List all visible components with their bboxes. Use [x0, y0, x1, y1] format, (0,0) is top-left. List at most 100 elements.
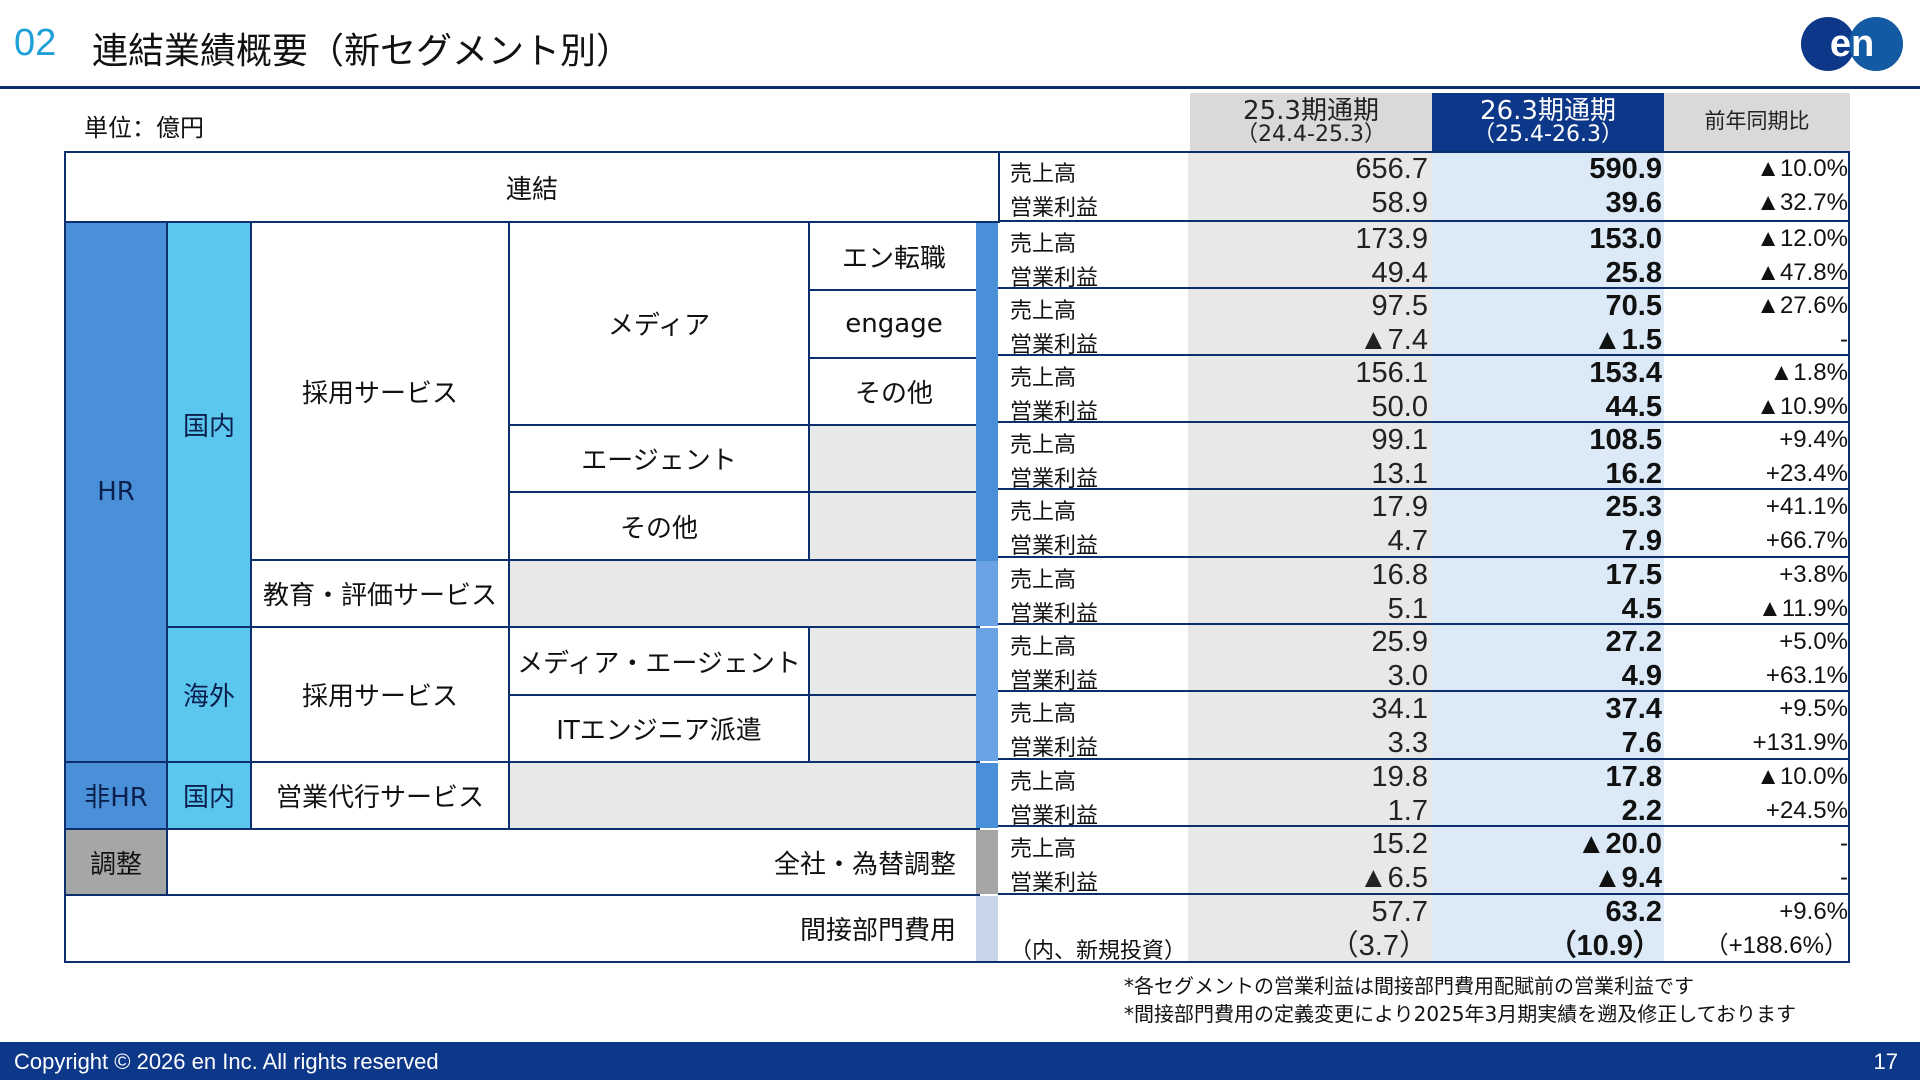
curr-value-profit: 25.8	[1605, 257, 1662, 289]
row-label-sales: 売上高	[1010, 433, 1077, 458]
row-label-profit: 営業利益	[1010, 196, 1099, 221]
yoy-value-sales: +3.8%	[1779, 561, 1848, 588]
yoy-value-profit: -	[1840, 864, 1848, 891]
yoy-value-profit: +63.1%	[1765, 662, 1848, 689]
row-label-profit: 営業利益	[1010, 736, 1099, 761]
prev-value-sales: 173.9	[1355, 223, 1428, 255]
hr-cell: HR	[64, 221, 168, 763]
row-label-profit: 営業利益	[1010, 871, 1099, 896]
prev-value-profit: 49.4	[1371, 257, 1428, 289]
curr-value-profit: 4.9	[1621, 660, 1662, 692]
row-label-sales: 売上高	[1010, 770, 1077, 795]
prev-sub: （24.4-25.3）	[1236, 122, 1386, 148]
curr-value-profit: （10.9）	[1547, 930, 1662, 962]
curr-value-profit: 39.6	[1605, 187, 1662, 219]
column-header-yoy: 前年同期比	[1664, 93, 1850, 151]
prev-value-profit: 58.9	[1371, 187, 1428, 219]
curr-value-sales: 17.8	[1605, 761, 1662, 793]
yoy-value-profit: （+188.6%）	[1704, 932, 1848, 959]
yoy-value-sales: ▲12.0%	[1756, 225, 1848, 252]
prev-value-profit: ▲6.5	[1358, 862, 1428, 894]
recruit-other-cell: その他	[508, 491, 810, 561]
row-label-profit: 営業利益	[1010, 266, 1099, 291]
row-label-profit: （内、新規投資）	[1010, 939, 1187, 964]
prev-value-sales: 97.5	[1371, 290, 1428, 322]
adjust-cell: 調整	[64, 828, 168, 896]
unit-label: 単位：億円	[84, 114, 204, 142]
overseas-cell: 海外	[166, 626, 252, 763]
stripe-non-hr	[976, 763, 998, 828]
row-label-sales: 売上高	[1010, 702, 1077, 727]
curr-value-profit: 2.2	[1621, 795, 1662, 827]
curr-value-profit: 44.5	[1605, 391, 1662, 423]
table-border-left	[64, 151, 66, 963]
yoy-value-profit: +66.7%	[1765, 527, 1848, 554]
it-engineer-cell: ITエンジニア派遣	[508, 694, 810, 763]
row-label-profit: 営業利益	[1010, 400, 1099, 425]
yoy-value-profit: +23.4%	[1765, 460, 1848, 487]
note-2: *間接部門費用の定義変更により2025年3月期実績を遡及修正しております	[1124, 1002, 1797, 1026]
curr-value-sales: 37.4	[1605, 693, 1662, 725]
agent-blank-cell	[808, 424, 980, 493]
recruit-service-cell: 採用サービス	[250, 221, 510, 561]
agent-cell: エージェント	[508, 424, 810, 493]
yoy-value-sales: +5.0%	[1779, 628, 1848, 655]
row-label-sales: 売上高	[1010, 232, 1077, 257]
row-label-sales: 売上高	[1010, 500, 1077, 525]
domestic2-cell: 国内	[166, 761, 252, 830]
page-title: 連結業績概要（新セグメント別）	[92, 31, 633, 72]
yoy-value-profit: ▲32.7%	[1756, 189, 1848, 216]
row-divider	[998, 488, 1850, 490]
row-divider	[998, 893, 1850, 895]
prev-value-sales: 17.9	[1371, 491, 1428, 523]
prev-value-profit: ▲7.4	[1358, 324, 1428, 356]
prev-value-profit: 5.1	[1387, 593, 1428, 625]
header-rule	[0, 86, 1920, 89]
yoy-value-sales: ▲1.8%	[1769, 359, 1848, 386]
yoy-value-sales: +9.5%	[1779, 695, 1848, 722]
prev-value-sales: 34.1	[1371, 693, 1428, 725]
row-divider	[998, 220, 1850, 222]
sales-agency-blank-cell	[508, 761, 980, 830]
row-divider	[998, 354, 1850, 356]
row-divider	[998, 690, 1850, 692]
row-label-profit: 営業利益	[1010, 467, 1099, 492]
prev-value-sales: 25.9	[1371, 626, 1428, 658]
curr-value-sales: 153.0	[1589, 223, 1662, 255]
row-label-profit: 営業利益	[1010, 333, 1099, 358]
row-divider	[998, 825, 1850, 827]
yoy-value-profit: ▲11.9%	[1757, 595, 1848, 622]
column-header-prev: 25.3期通期 （24.4-25.3）	[1190, 93, 1432, 151]
it-engineer-blank-cell	[808, 694, 980, 763]
stripe-indirect	[976, 896, 998, 961]
note-1: *各セグメントの営業利益は間接部門費用配賦前の営業利益です	[1124, 974, 1694, 998]
recruit-other-blank-cell	[808, 491, 980, 561]
table-border-right	[1848, 151, 1850, 963]
domestic-cell: 国内	[166, 221, 252, 628]
yoy-value-profit: +131.9%	[1752, 729, 1848, 756]
yoy-title: 前年同期比	[1704, 109, 1810, 134]
en-tenshoku-cell: エン転職	[808, 221, 980, 291]
yoy-value-sales: +41.1%	[1765, 493, 1848, 520]
row-label-sales: 売上高	[1010, 568, 1077, 593]
row-divider	[998, 421, 1850, 423]
prev-value-profit: 3.3	[1387, 727, 1428, 759]
overseas-media-blank-cell	[808, 626, 980, 696]
curr-value-sales: 590.9	[1589, 153, 1662, 185]
curr-value-sales: 70.5	[1605, 290, 1662, 322]
row-label-profit: 営業利益	[1010, 534, 1099, 559]
prev-value-profit: 3.0	[1387, 660, 1428, 692]
prev-value-profit: 13.1	[1371, 458, 1428, 490]
footer-copyright: Copyright © 2026 en Inc. All rights rese…	[14, 1049, 439, 1074]
media-cell: メディア	[508, 221, 810, 426]
sales-agency-cell: 営業代行サービス	[250, 761, 510, 830]
footer-bar: Copyright © 2026 en Inc. All rights rese…	[0, 1042, 1920, 1080]
prev-value-profit: 4.7	[1387, 525, 1428, 557]
yoy-value-sales: ▲27.6%	[1756, 292, 1848, 319]
row-divider	[998, 623, 1850, 625]
prev-value-sales: 99.1	[1371, 424, 1428, 456]
yoy-value-sales: ▲10.0%	[1756, 763, 1848, 790]
non-hr-cell: 非HR	[64, 761, 168, 830]
curr-value-profit: 4.5	[1621, 593, 1662, 625]
prev-value-sales: 156.1	[1355, 357, 1428, 389]
